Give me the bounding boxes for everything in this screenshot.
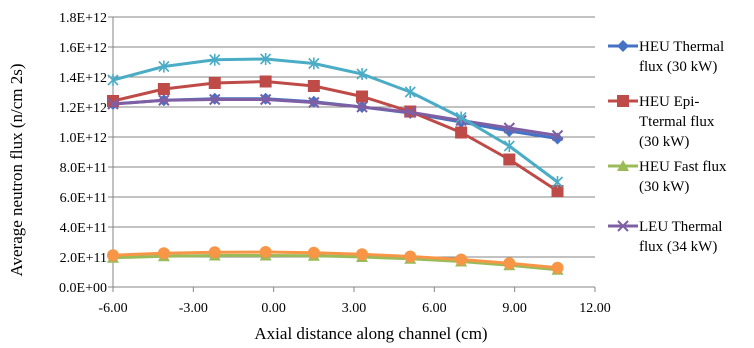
legend-item: HEU Fast flux (30 kW) [608,159,727,195]
data-point [157,83,170,95]
x-tick-label: 3.00 [342,301,367,316]
legend-marker [617,220,629,232]
data-point [551,176,564,188]
series-leu-thermal-flux-34-kw [107,93,564,142]
legend-label: flux (34 kW) [639,239,717,255]
data-point [209,53,221,66]
y-tick-label: 2.0E+11 [60,251,107,266]
series-line [112,254,558,272]
legend-label: LEU Thermal [639,219,722,235]
legend-marker [617,95,629,107]
data-point [503,257,516,270]
x-tick-label: 0.00 [261,301,286,316]
data-point [455,126,468,139]
data-point [356,90,369,103]
y-tick-label: 1.4E+12 [59,71,107,86]
legend-item: HEU Epi- Ttermal flux (30 kW) [608,94,715,150]
data-point [551,185,564,197]
x-axis-title: Axial distance along channel (cm) [254,324,487,343]
data-point [356,248,369,261]
y-axis-title: Average neutron flux (n/cm 2s) [7,63,26,276]
legend: HEU Thermal flux (30 kW) HEU Epi- Ttermal f… [608,39,727,255]
data-point [158,94,170,106]
x-tick-label: -3.00 [179,301,208,316]
legend-label: Ttermal flux [639,114,715,130]
legend-label: HEU Fast flux [639,159,727,175]
x-tick-label: 9.00 [502,301,527,316]
legend-marker [617,40,629,52]
data-point [209,93,221,106]
legend-label: HEU Thermal [639,39,724,55]
series-line [112,250,558,270]
data-point [404,86,416,98]
series-line [112,80,559,193]
data-point [455,253,468,266]
y-tick-label: 1.8E+12 [59,11,107,26]
series-layer [107,53,564,275]
data-point [259,246,272,259]
y-tick-label: 1.6E+12 [59,41,107,56]
x-tick-label: 12.00 [579,301,611,316]
data-point [157,247,170,260]
data-point [404,250,417,263]
data-point [307,80,320,92]
data-point [107,74,119,86]
legend-marker [617,160,629,171]
data-point [208,246,221,259]
series-heu-epi-ttermal-flux-30-kw [107,75,564,197]
data-point [356,68,368,80]
series-series-5 [107,53,564,188]
legend-label: (30 kW) [639,179,689,195]
data-point [107,98,119,110]
data-point [356,101,368,113]
x-tick-label: 6.00 [422,301,447,316]
legend-label: flux (30 kW) [639,59,717,75]
data-point [158,60,170,73]
data-point [307,246,320,259]
series-line [112,57,559,184]
x-tick-label: -6.00 [98,301,127,316]
data-point [308,96,320,109]
y-tick-label: 0.0E+00 [59,281,107,296]
data-point [404,106,416,118]
data-point [259,75,272,88]
y-tick-label: 6.0E+11 [60,191,107,206]
series-series-6 [107,246,564,274]
legend-label: (30 kW) [639,134,689,150]
y-tick-label: 8.0E+11 [60,161,107,176]
data-point [503,153,516,166]
legend-item: LEU Thermal flux (34 kW) [608,219,722,255]
y-tick-label: 1.2E+12 [59,101,107,116]
y-tick-label: 1.0E+12 [59,131,107,146]
data-point [503,122,516,134]
data-point [455,111,467,124]
series-line [112,98,558,137]
data-point [503,140,515,152]
y-tick-label: 4.0E+11 [60,221,107,236]
data-point [107,249,119,262]
y-axis: 0.0E+00 2.0E+11 4.0E+11 6.0E+11 8.0E+11 1.0E+… [59,11,114,296]
x-axis: -6.00 -3.00 0.00 3.00 6.00 9.00 12.00 [98,286,611,316]
data-point [208,77,221,89]
data-point [308,57,320,70]
gridlines [113,16,595,258]
legend-label: HEU Epi- [639,94,699,110]
data-point [260,53,272,65]
legend-item: HEU Thermal flux (30 kW) [608,39,724,75]
data-point [551,129,564,142]
data-point [259,93,272,106]
data-point [551,261,564,274]
